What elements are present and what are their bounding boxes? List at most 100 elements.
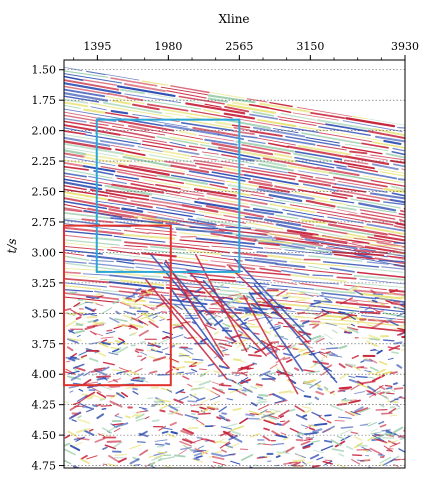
seismic-reflector — [64, 226, 125, 236]
seismic-noise — [221, 412, 227, 415]
y-tick-label: 3.25 — [32, 277, 57, 290]
seismic-noise — [242, 386, 253, 393]
seismic-reflector — [204, 103, 222, 108]
seismic-noise — [141, 407, 148, 412]
seismic-noise — [280, 432, 287, 436]
seismic-noise — [346, 363, 356, 367]
seismic-reflector — [401, 168, 405, 171]
seismic-reflector — [278, 294, 312, 300]
seismic-reflector — [344, 143, 389, 152]
seismic-noise — [314, 383, 321, 388]
seismic-reflector — [290, 274, 348, 283]
y-tick-label: 4.25 — [32, 399, 57, 412]
seismic-reflector — [64, 200, 108, 210]
seismic-noise — [113, 428, 121, 432]
seismic-noise — [338, 311, 346, 315]
seismic-noise — [366, 340, 377, 347]
seismic-reflector — [356, 271, 405, 279]
seismic-reflector — [168, 258, 226, 268]
seismic-reflector — [257, 239, 293, 244]
seismic-noise — [277, 370, 287, 376]
seismic-noise — [98, 341, 109, 348]
seismic-reflector — [64, 203, 87, 210]
seismic-reflector — [287, 165, 331, 174]
seismic-noise — [229, 430, 242, 436]
seismic-reflector — [89, 102, 129, 111]
seismic-noise — [198, 380, 212, 386]
seismic-reflector — [389, 198, 405, 204]
seismic-reflector — [82, 79, 118, 86]
seismic-noise — [114, 453, 128, 456]
seismic-noise — [227, 297, 239, 305]
seismic-noise — [187, 383, 193, 388]
seismic-noise — [301, 424, 309, 428]
seismic-noise — [140, 356, 147, 362]
seismic-reflector — [163, 160, 197, 167]
seismic-reflector — [237, 157, 255, 162]
seismic-noise — [69, 444, 81, 452]
seismic-noise — [315, 390, 325, 396]
seismic-reflector — [312, 217, 337, 224]
seismic-noise — [129, 324, 139, 330]
seismic-reflector — [141, 175, 185, 184]
seismic-noise — [158, 315, 166, 320]
seismic-noise — [152, 315, 158, 319]
seismic-noise — [292, 461, 301, 467]
y-axis-ticks: 1.50 1.75 2.00 2.25 2.50 2.75 3.00 3.25 3.50 3.75… — [32, 64, 64, 473]
seismic-noise — [291, 465, 305, 468]
seismic-noise — [306, 402, 313, 406]
seismic-reflector — [252, 178, 273, 184]
seismic-reflector — [64, 117, 87, 123]
seismic-reflector — [374, 135, 405, 143]
seismic-noise — [108, 455, 120, 463]
seismic-noise — [213, 370, 220, 374]
seismic-reflector — [165, 192, 200, 200]
seismic-noise — [302, 320, 310, 325]
seismic-reflector — [64, 75, 84, 81]
seismic-noise — [378, 420, 385, 425]
seismic-noise — [75, 427, 90, 434]
seismic-reflector — [275, 238, 320, 244]
seismic-reflector — [226, 264, 256, 270]
seismic-noise — [138, 321, 143, 324]
seismic-reflector — [82, 156, 128, 166]
seismic-reflector — [64, 95, 100, 103]
seismic-noise — [64, 434, 71, 439]
seismic-noise — [100, 341, 111, 346]
seismic-reflector — [64, 142, 125, 155]
seismic-noise — [373, 432, 388, 441]
seismic-noise — [182, 438, 193, 444]
seismic-reflector — [337, 180, 384, 190]
seismic-reflector — [111, 183, 165, 194]
seismic-reflector — [321, 314, 367, 321]
dipping-reflector — [253, 283, 338, 384]
seismic-noise — [170, 409, 181, 415]
seismic-noise — [129, 458, 140, 465]
seismic-noise — [184, 372, 195, 374]
seismic-reflector — [64, 120, 103, 129]
dipping-reflector — [242, 294, 299, 395]
seismic-noise — [310, 454, 320, 460]
seismic-noise — [219, 345, 226, 350]
seismic-reflector — [188, 170, 246, 182]
seismic-reflector — [110, 145, 141, 151]
seismic-reflector — [367, 130, 405, 140]
seismic-reflector — [292, 280, 340, 285]
seismic-reflector — [253, 158, 287, 168]
seismic-noise — [205, 310, 216, 316]
seismic-reflector — [64, 262, 124, 272]
seismic-reflector — [177, 149, 200, 156]
dipping-reflector — [186, 268, 267, 357]
seismic-noise — [350, 431, 359, 435]
seismic-reflector — [64, 91, 109, 102]
seismic-reflector — [378, 259, 405, 263]
seismic-reflector — [219, 289, 240, 293]
seismic-reflector — [265, 312, 316, 319]
seismic-noise — [387, 346, 401, 350]
seismic-noise — [91, 372, 99, 377]
seismic-noise — [340, 297, 353, 305]
seismic-noise — [91, 308, 97, 312]
seismic-noise — [381, 412, 393, 415]
seismic-reflector — [165, 223, 185, 226]
seismic-noise — [239, 417, 248, 425]
